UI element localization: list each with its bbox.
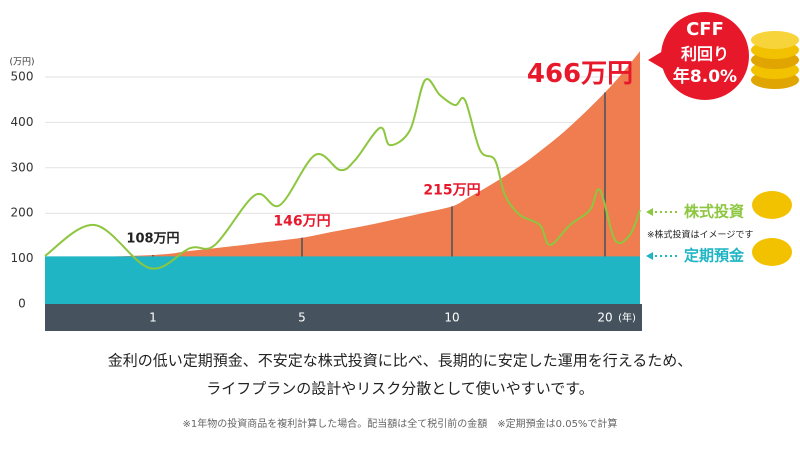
badge-line: 年8.0%	[673, 66, 737, 87]
legend-label: 株式投資	[684, 203, 744, 221]
value-label: 146万円	[273, 214, 330, 230]
x-axis-band	[45, 304, 642, 331]
x-tick-label: 20	[597, 311, 612, 325]
y-tick-label: 400	[11, 115, 34, 129]
leader-arrow	[646, 252, 653, 260]
y-tick-label: 300	[11, 160, 34, 174]
value-label: 215万円	[423, 182, 480, 198]
footnote: ※1年物の投資商品を複利計算した場合。配当額は全て税引前の金額 ※定期預金は0.…	[183, 417, 618, 430]
coins	[751, 31, 799, 266]
x-tick-label: 10	[444, 311, 459, 325]
leader-arrow	[646, 208, 653, 216]
y-tick-label: 0	[18, 297, 26, 311]
y-tick-label: 500	[11, 70, 34, 84]
x-tick-label: 5	[298, 311, 306, 325]
line	[44, 77, 641, 270]
x-tick-label: 1	[149, 311, 157, 325]
caption: ライフプランの設計やリスク分散として使いやすいです。	[206, 380, 594, 398]
value-label: 466万円	[527, 59, 633, 89]
badge-title: CFF	[686, 19, 724, 40]
value-label: 108万円	[126, 231, 179, 246]
y-unit-label: (万円)	[9, 57, 34, 68]
x-unit-label: (年)	[618, 311, 636, 324]
legend-label: 定期預金	[684, 247, 745, 265]
y-tick-label: 100	[11, 251, 34, 265]
y-tick-label: 200	[11, 206, 34, 220]
area	[45, 256, 640, 304]
stock-note: ※株式投資はイメージです	[647, 229, 753, 241]
badge	[661, 12, 749, 100]
caption: 金利の低い定期預金、不安定な株式投資に比べ、長期的に安定した運用を行えるため、	[108, 352, 693, 370]
badge-line: 利回り	[681, 45, 729, 64]
area	[45, 51, 640, 304]
